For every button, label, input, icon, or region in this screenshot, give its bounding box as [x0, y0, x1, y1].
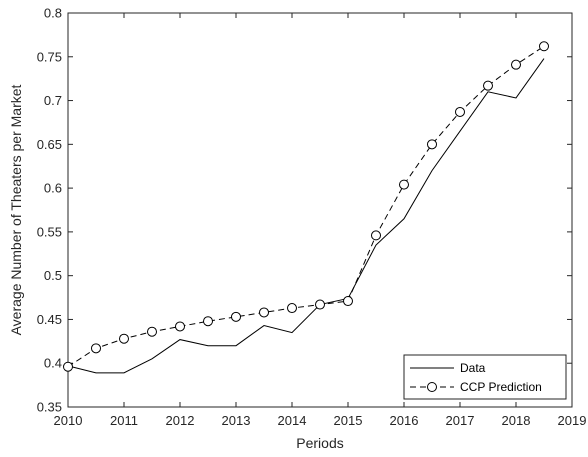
ccp-prediction-point	[427, 139, 437, 150]
series-layer	[63, 41, 549, 374]
x-tick-label: 2012	[166, 413, 195, 428]
y-axis: 0.35 0.4 0.45 0.5 0.55 0.6 0.65 0.7 0.75 0.8	[37, 6, 572, 415]
ccp-prediction-point	[63, 361, 73, 372]
legend-label: Data	[460, 361, 486, 375]
y-axis-title: Average Number of Theaters per Market	[8, 84, 24, 335]
y-tick-label: 0.75	[37, 49, 62, 64]
ccp-prediction-point	[539, 41, 549, 52]
x-tick-label: 2010	[54, 413, 83, 428]
y-tick-label: 0.5	[44, 268, 62, 283]
ccp-prediction-point	[287, 303, 297, 314]
y-tick-label: 0.45	[37, 312, 62, 327]
ccp-prediction-point	[231, 311, 241, 322]
y-tick-label: 0.8	[44, 6, 62, 21]
y-tick-label: 0.6	[44, 181, 62, 196]
plot-frame	[67, 12, 573, 408]
ccp-prediction-point	[455, 106, 465, 117]
ccp-prediction-point	[343, 296, 353, 307]
ccp-prediction-point	[91, 343, 101, 354]
x-tick-label: 2013	[222, 413, 251, 428]
legend: Data CCP Prediction	[403, 354, 567, 400]
ccp-prediction-point	[315, 299, 325, 310]
x-tick-label: 2011	[110, 413, 138, 428]
x-tick-label: 2015	[334, 413, 363, 428]
x-axis-title: Periods	[296, 435, 343, 451]
legend-marker	[427, 382, 437, 392]
y-tick-label: 0.7	[44, 93, 62, 108]
x-tick-label: 2019	[558, 413, 587, 428]
ccp-prediction-point	[147, 326, 157, 337]
x-tick-label: 2018	[502, 413, 531, 428]
ccp-prediction-point	[511, 59, 521, 70]
y-tick-label: 0.4	[44, 356, 62, 371]
ccp-prediction-point	[259, 307, 269, 318]
ccp-prediction-point	[203, 316, 213, 327]
ccp-prediction-point	[483, 80, 493, 91]
ccp-prediction-point	[175, 321, 185, 332]
plot-area	[67, 12, 573, 408]
y-tick-label: 0.55	[37, 224, 62, 239]
series-line-data	[67, 58, 545, 374]
x-tick-label: 2017	[446, 413, 475, 428]
x-tick-label: 2016	[390, 413, 419, 428]
legend-label: CCP Prediction	[460, 380, 542, 394]
x-axis: 2010 2011 2012 2013 2014 2015 2016 2017 2018 2019	[54, 13, 587, 428]
ccp-prediction-point	[119, 333, 129, 344]
ccp-prediction-point	[399, 179, 409, 190]
y-tick-label: 0.35	[37, 400, 62, 415]
ccp-prediction-point	[371, 230, 381, 241]
y-tick-label: 0.65	[37, 137, 62, 152]
x-tick-label: 2014	[278, 413, 307, 428]
